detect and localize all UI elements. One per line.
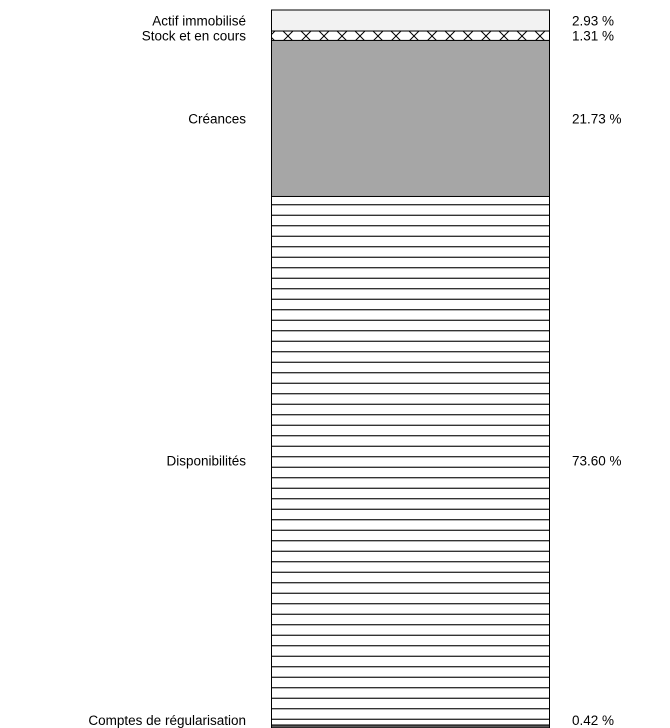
category-label-actif-immobilise: Actif immobilisé [152, 14, 246, 29]
value-label-creances: 21.73 % [572, 111, 622, 126]
value-label-stock-et-en-cours: 1.31 % [572, 29, 614, 44]
category-label-comptes-de-regularisation: Comptes de régularisation [88, 713, 246, 728]
value-label-actif-immobilise: 2.93 % [572, 14, 614, 29]
value-label-comptes-de-regularisation: 0.42 % [572, 713, 614, 728]
bar-segment-disponibilites [271, 195, 550, 726]
category-label-creances: Créances [188, 111, 246, 126]
bar-segment-actif-immobilise [271, 9, 550, 32]
value-labels: 2.93 %1.31 % 21.73 % 73.60 % 0.42 % [572, 14, 622, 728]
category-label-stock-et-en-cours: Stock et en cours [142, 29, 247, 44]
bar-segment-creances [271, 39, 550, 197]
category-label-disponibilites: Disponibilités [166, 454, 246, 469]
value-label-disponibilites: 73.60 % [572, 454, 622, 469]
bar-segment-stock-et-en-cours [271, 30, 550, 41]
bar-segments [271, 9, 550, 728]
